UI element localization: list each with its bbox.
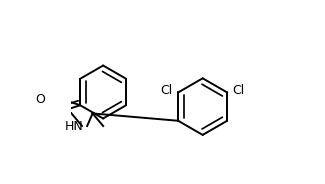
Text: HN: HN (65, 120, 84, 133)
Text: Cl: Cl (232, 84, 245, 98)
Text: O: O (35, 93, 45, 106)
Text: Cl: Cl (161, 84, 173, 98)
